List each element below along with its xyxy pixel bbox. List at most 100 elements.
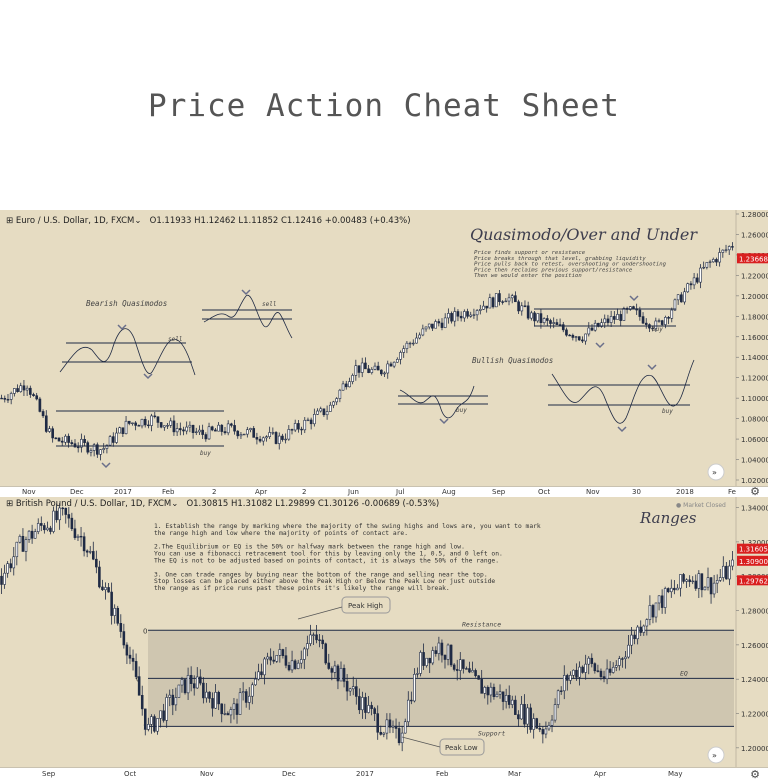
candle-body — [27, 530, 31, 540]
candle-body — [383, 372, 386, 375]
candle-body — [30, 530, 34, 539]
candle-body — [251, 684, 254, 697]
gbpusd-chart-panel[interactable]: 1.340001.320001.300001.280001.260001.240… — [0, 497, 768, 767]
candle-body — [507, 297, 511, 302]
candle-body — [88, 551, 92, 553]
candle-body — [391, 725, 395, 728]
gear-icon[interactable]: ⚙ — [750, 768, 760, 781]
candle-body — [171, 694, 175, 706]
eurusd-time-tick: 2018 — [676, 488, 694, 496]
price-tag — [737, 555, 768, 566]
candle-body — [488, 297, 492, 309]
candle-body — [453, 311, 457, 322]
gear-icon[interactable]: ⚙ — [750, 485, 760, 498]
candle-body — [510, 295, 514, 299]
double-chevron-icon: » — [712, 751, 717, 760]
candle-body — [300, 428, 303, 431]
candle-body — [486, 686, 490, 696]
candle-body — [621, 658, 624, 660]
candle-body — [651, 605, 655, 618]
expand-icon[interactable]: ⊞ — [6, 499, 14, 509]
candle-body — [459, 659, 462, 671]
eurusd-chart-svg: 1.280001.260001.240001.220001.200001.180… — [0, 210, 768, 486]
gbpusd-header: ⊞ British Pound / U.S. Dollar, 1D, FXCM⌄… — [6, 499, 439, 509]
candle-body — [386, 363, 390, 374]
candle-body — [195, 676, 199, 689]
candle-body — [542, 318, 546, 323]
candle-body — [657, 595, 661, 604]
last-price-label: 1.23668 — [739, 255, 768, 263]
candle-body — [140, 694, 144, 710]
candle-body — [550, 719, 554, 726]
gbpusd-price-tick-label: 1.22000 — [741, 711, 768, 719]
candle-body — [0, 575, 3, 585]
candle-body — [153, 716, 156, 732]
candle-body — [469, 314, 473, 317]
candle-body — [338, 389, 342, 399]
candle-body — [408, 342, 412, 345]
candle-body — [351, 686, 355, 690]
chevron-down-icon[interactable]: ⌄ — [171, 499, 179, 509]
gbpusd-ohlc: O1.30815 H1.31082 L1.29899 C1.30126 -0.0… — [186, 499, 440, 509]
candle-body — [425, 657, 428, 666]
candle-body — [571, 334, 575, 338]
candle-body — [64, 435, 67, 443]
candle-body — [651, 327, 654, 330]
candle-body — [624, 656, 627, 659]
candle-body — [131, 422, 134, 424]
candle-body — [555, 322, 559, 325]
candle-body — [257, 671, 260, 680]
candle-body — [9, 393, 13, 400]
quasimodo-note: Then we would enter the position — [474, 273, 582, 279]
eurusd-time-tick: 2017 — [114, 488, 132, 496]
candle-body — [322, 408, 326, 416]
candle-body — [388, 719, 392, 728]
candle-body — [660, 320, 664, 325]
candle-body — [263, 658, 266, 676]
eurusd-price-tick-label: 1.12000 — [741, 375, 768, 383]
gbpusd-time-tick: Nov — [200, 770, 214, 778]
candle-body — [255, 437, 259, 440]
gbpusd-time-tick: May — [668, 770, 683, 778]
candle-body — [483, 686, 487, 694]
gbpusd-time-axis: ⚙ Sep Oct Nov Dec 2017 Feb Mar Apr May — [0, 767, 768, 781]
candle-body — [52, 510, 55, 532]
candle-body — [706, 577, 710, 588]
candle-body — [85, 550, 89, 553]
candle-body — [239, 434, 243, 437]
candle-body — [281, 649, 285, 656]
candle-body — [721, 249, 725, 253]
candle-body — [113, 607, 116, 616]
candle-body — [633, 634, 636, 640]
candle-body — [427, 323, 431, 328]
candle-body — [565, 329, 568, 336]
candle-body — [76, 535, 80, 538]
candle-body — [175, 428, 179, 433]
candle-body — [303, 419, 307, 431]
candle-body — [70, 517, 74, 530]
candle-body — [446, 644, 450, 660]
candle-body — [217, 691, 220, 705]
candle-body — [147, 724, 150, 730]
candle-body — [627, 644, 630, 658]
candle-body — [92, 551, 95, 560]
eurusd-symbol[interactable]: Euro / U.S. Dollar, 1D, FXCM — [15, 216, 135, 226]
bearish-quasimodo-path — [203, 294, 293, 339]
candle-body — [532, 718, 535, 730]
candle-body — [194, 431, 198, 433]
gbpusd-symbol[interactable]: British Pound / U.S. Dollar, 1D, FXCM — [15, 499, 172, 509]
eurusd-chart-panel[interactable]: 1.280001.260001.240001.220001.200001.180… — [0, 210, 768, 486]
peak-high-callout — [341, 596, 391, 614]
candle-body — [177, 684, 181, 698]
candle-body — [16, 388, 19, 392]
candle-body — [399, 352, 402, 360]
chevron-down-icon[interactable]: ⌄ — [134, 216, 142, 226]
candle-body — [421, 328, 425, 336]
expand-icon[interactable]: ⊞ — [6, 216, 14, 226]
candle-body — [593, 663, 597, 672]
eurusd-price-tick-label: 1.18000 — [741, 313, 768, 321]
candle-body — [101, 586, 104, 591]
candle-body — [431, 323, 434, 329]
gbpusd-time-tick: Dec — [282, 770, 296, 778]
eurusd-header: ⊞ Euro / U.S. Dollar, 1D, FXCM⌄ O1.11933… — [6, 216, 411, 226]
